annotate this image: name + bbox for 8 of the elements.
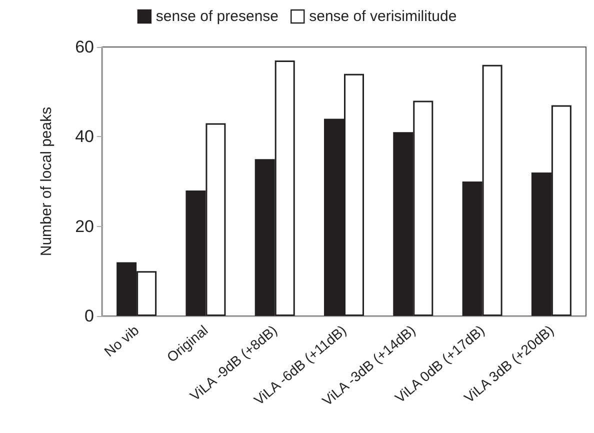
y-tick-label: 40 (75, 127, 94, 146)
y-tick-label: 60 (75, 38, 94, 56)
legend-label: sense of presense (156, 8, 279, 25)
y-tick-label: 0 (84, 306, 94, 326)
legend-label: sense of verisimilitude (309, 8, 457, 25)
y-tick-label: 20 (75, 216, 94, 236)
y-axis-title: Number of local peaks (38, 106, 55, 256)
x-tick-label: No vib (101, 322, 142, 360)
